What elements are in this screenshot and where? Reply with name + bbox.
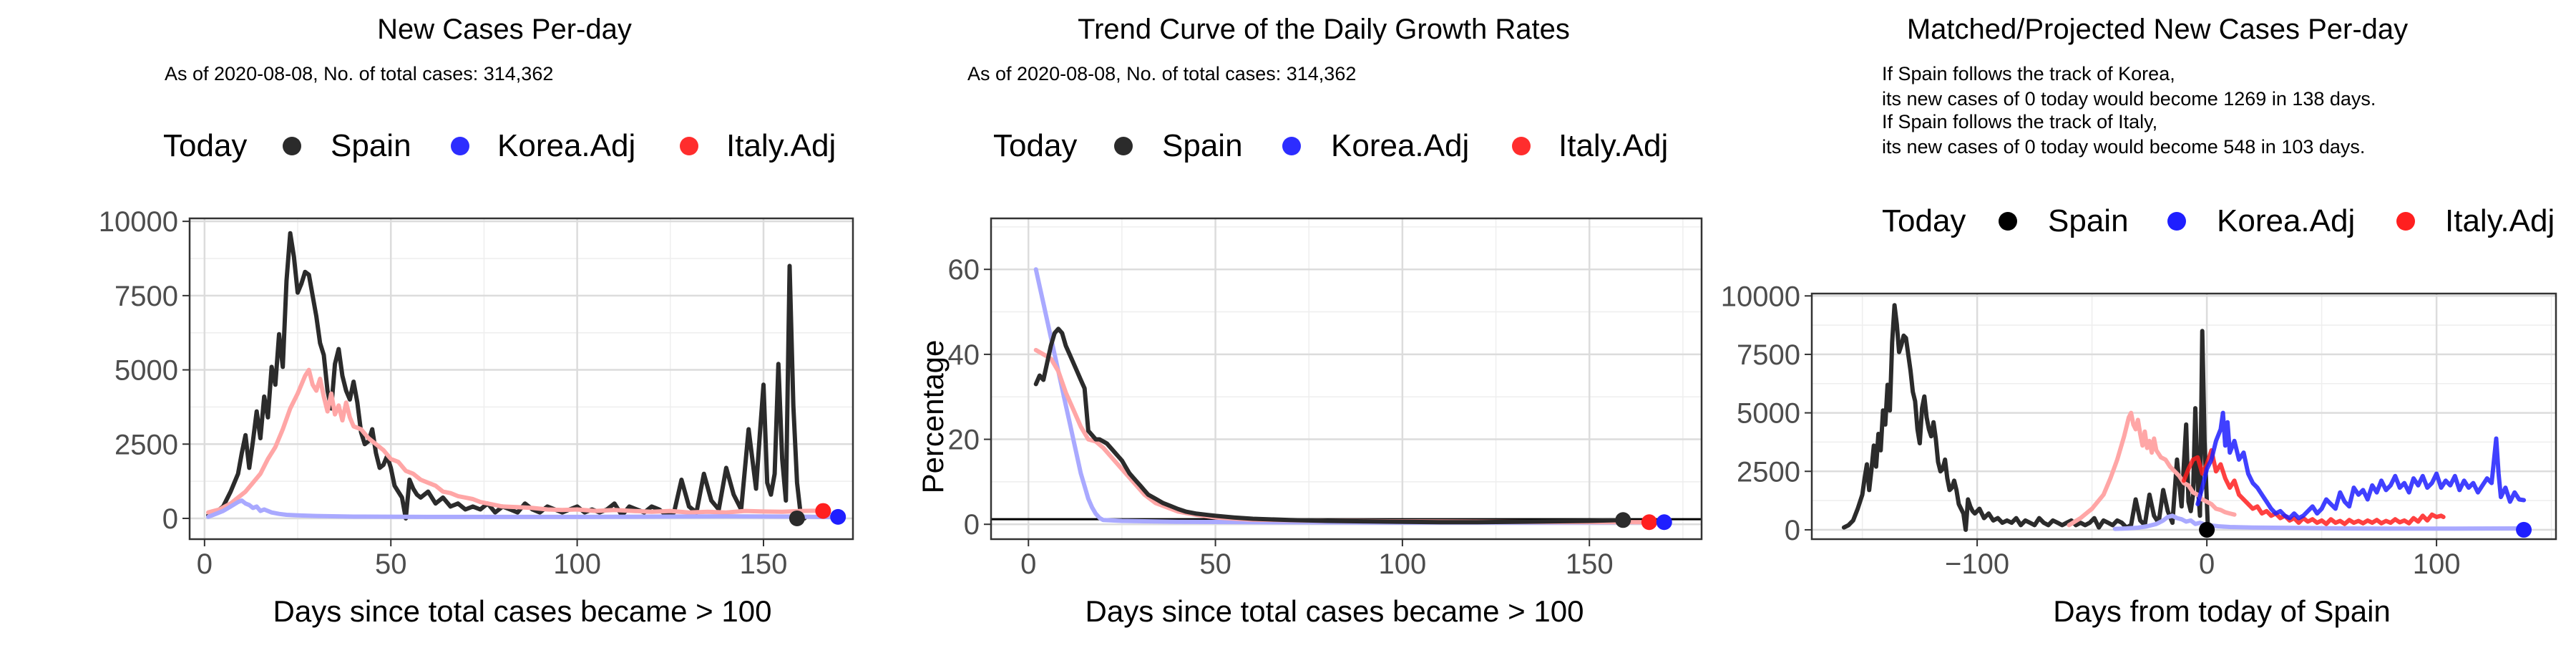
legend-label-spain: Spain: [2048, 203, 2129, 238]
x-tick-label: 100: [2413, 548, 2461, 580]
legend-label-italy: Italy.Adj: [2445, 203, 2555, 238]
y-tick-label: 5000: [114, 355, 178, 387]
x-tick-label: 0: [1020, 548, 1036, 580]
x-axis-label: Days since total cases became > 100: [1085, 594, 1584, 628]
today-point-italy-adj: [815, 503, 831, 519]
panel-note: As of 2020-08-08, No. of total cases: 31…: [967, 63, 1356, 84]
legend-title: Today: [1882, 203, 1966, 238]
x-tick-label: −100: [1945, 548, 2009, 580]
x-tick-label: 50: [375, 548, 407, 580]
series-line-korea-adj: [206, 498, 841, 520]
y-tick-label: 2500: [1737, 456, 1800, 488]
y-axis-label: Percentage: [916, 340, 950, 494]
panel-note: If Spain follows the track of Italy,: [1882, 111, 2157, 132]
legend-key-italy: [1512, 137, 1531, 155]
legend-key-korea: [451, 137, 469, 155]
x-tick-label: 100: [553, 548, 601, 580]
legend: Today Spain Korea.Adj Italy.Adj: [163, 128, 836, 163]
panel-note: its new cases of 0 today would become 54…: [1882, 136, 2365, 158]
panel-title: Matched/Projected New Cases Per-day: [1907, 14, 2408, 45]
x-tick-label: 150: [1566, 548, 1614, 580]
y-tick-label: 0: [162, 503, 178, 535]
legend-label-spain: Spain: [1162, 128, 1243, 163]
y-tick-label: 2500: [114, 429, 178, 460]
y-tick-label: 60: [948, 254, 980, 286]
legend-label-italy: Italy.Adj: [726, 128, 836, 163]
plot-frame: [188, 217, 854, 541]
legend-key-spain: [1114, 137, 1133, 155]
y-tick-label: 0: [1785, 515, 1800, 546]
legend-label-korea: Korea.Adj: [1331, 128, 1469, 163]
series-line-korea-adj: [2195, 410, 2527, 521]
legend-key-korea: [2167, 212, 2186, 231]
y-tick-label: 7500: [114, 281, 178, 312]
y-tick-label: 7500: [1737, 339, 1800, 371]
plot-area: −100 0 100 0 2500 5000 7500 10000: [1721, 281, 2557, 580]
series-line-italy-adj: [2182, 448, 2446, 526]
legend-key-korea: [1282, 137, 1301, 155]
x-tick-label: 0: [197, 548, 213, 580]
series-line-korea-adj: [1033, 267, 1667, 525]
panel-title: New Cases Per-day: [377, 14, 632, 45]
series-line-spain: [206, 231, 807, 521]
legend-label-korea: Korea.Adj: [2217, 203, 2355, 238]
series-layer: [1841, 303, 2527, 532]
plot-frame: [1810, 292, 2557, 541]
x-tick-label: 50: [1199, 548, 1231, 580]
panel-note: If Spain follows the track of Korea,: [1882, 63, 2175, 84]
x-axis-label: Days since total cases became > 100: [273, 594, 772, 628]
legend-title: Today: [163, 128, 247, 163]
series-layer: [1033, 267, 1667, 525]
legend: Today Spain Korea.Adj Italy.Adj: [1882, 203, 2555, 238]
legend: Today Spain Korea.Adj Italy.Adj: [993, 128, 1668, 163]
series-line-italy-adj-matched-: [2067, 410, 2237, 528]
today-point-korea-adj: [2516, 521, 2532, 538]
y-tick-label: 0: [964, 509, 980, 541]
panel-new-cases: New Cases Per-day As of 2020-08-08, No. …: [99, 14, 854, 628]
today-point-spain: [789, 510, 805, 526]
plot-background: [991, 218, 1702, 539]
legend-key-spain: [283, 137, 301, 155]
x-tick-label: 0: [2199, 548, 2215, 580]
panel-title: Trend Curve of the Daily Growth Rates: [1078, 14, 1570, 45]
panel-matched-projected: Matched/Projected New Cases Per-day If S…: [1721, 14, 2557, 628]
today-point-korea-adj: [830, 508, 847, 525]
x-tick-label: 150: [740, 548, 788, 580]
today-point-korea-adj: [1656, 514, 1672, 531]
legend-title: Today: [993, 128, 1077, 163]
legend-label-korea: Korea.Adj: [497, 128, 635, 163]
today-point-italy-adj: [1641, 514, 1657, 531]
today-point-spain: [1615, 512, 1631, 528]
y-tick-label: 10000: [1721, 281, 1800, 312]
plot-frame: [990, 217, 1703, 541]
legend-key-spain: [1999, 212, 2017, 231]
today-point-spain: [2199, 521, 2215, 538]
series-layer: [206, 231, 841, 521]
y-tick-label: 20: [948, 425, 980, 456]
plot-area: 0 50 100 150 0 2500 5000 7500 10000: [99, 206, 854, 580]
panel-note: its new cases of 0 today would become 12…: [1882, 88, 2376, 110]
plot-area: 0 50 100 150 0 20 40 60: [948, 217, 1703, 580]
legend-key-italy: [680, 137, 698, 155]
panel-note: As of 2020-08-08, No. of total cases: 31…: [165, 63, 553, 84]
y-tick-label: 40: [948, 339, 980, 371]
series-line-spain: [1841, 303, 2210, 532]
legend-label-spain: Spain: [331, 128, 411, 163]
panel-growth-rates: Trend Curve of the Daily Growth Rates As…: [916, 14, 1703, 628]
y-tick-label: 10000: [99, 206, 178, 238]
series-line-italy-adj: [206, 367, 826, 515]
y-tick-label: 5000: [1737, 398, 1800, 430]
x-axis-label: Days from today of Spain: [2053, 594, 2391, 628]
x-tick-label: 100: [1379, 548, 1427, 580]
series-line-spain: [1033, 327, 1626, 525]
series-line-korea-adj-matched-: [2112, 513, 2527, 531]
legend-label-italy: Italy.Adj: [1558, 128, 1668, 163]
legend-key-italy: [2396, 212, 2415, 231]
